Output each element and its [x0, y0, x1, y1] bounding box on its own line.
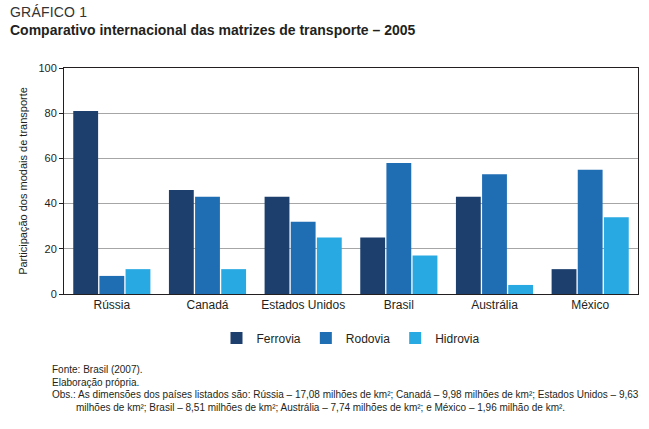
svg-text:Rodovia: Rodovia: [346, 332, 390, 346]
svg-text:40: 40: [45, 197, 57, 209]
svg-text:20: 20: [45, 243, 57, 255]
svg-text:Ferrovia: Ferrovia: [257, 332, 301, 346]
html-text:Comparativo internacional das: Comparativo internacional das matrizes d…: [10, 22, 416, 38]
svg-text:80: 80: [45, 107, 57, 119]
svg-text:México: México: [571, 298, 609, 312]
svg-text:Canadá: Canadá: [186, 298, 228, 312]
svg-text:Brasil: Brasil: [384, 298, 414, 312]
html-text:Elaboração própria.: Elaboração própria.: [52, 376, 140, 388]
svg-text:Hidrovia: Hidrovia: [435, 332, 479, 346]
svg-text:Participação dos modais de tra: Participação dos modais de transporte: [17, 87, 29, 275]
html-text:Obs.: As dimensões dos países: Obs.: As dimensões dos países listados s…: [52, 389, 639, 413]
html-text:GRÁFICO 1: GRÁFICO 1: [10, 4, 88, 20]
svg-text:Rússia: Rússia: [93, 298, 130, 312]
svg-text:Austrália: Austrália: [471, 298, 518, 312]
svg-text:60: 60: [45, 152, 57, 164]
svg-text:100: 100: [38, 62, 56, 74]
html-text:Fonte: Brasil (2007).: Fonte: Brasil (2007).: [52, 364, 143, 375]
svg-text:0: 0: [51, 288, 57, 300]
svg-text:Estados Unidos: Estados Unidos: [261, 298, 345, 312]
